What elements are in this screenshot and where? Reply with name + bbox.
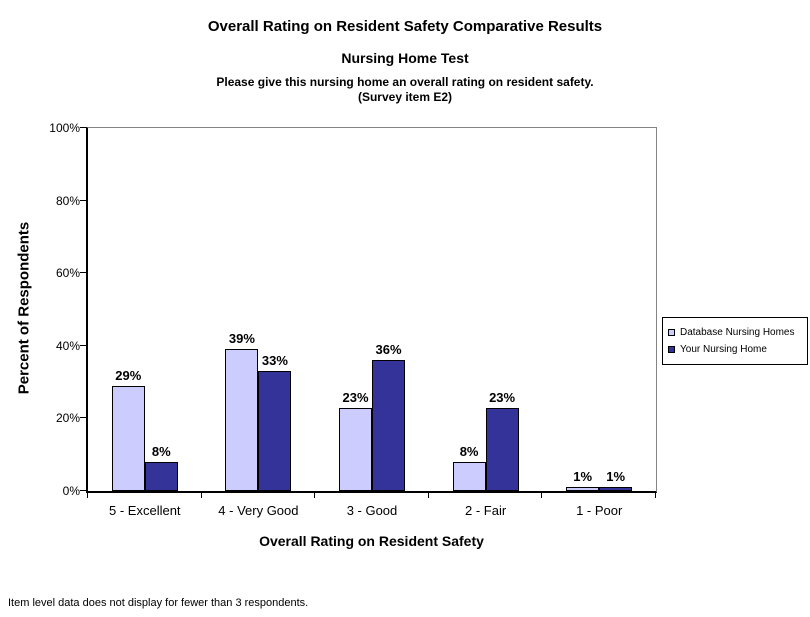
legend-entry: Database Nursing Homes (668, 324, 802, 341)
chart-subtitle: Nursing Home Test (341, 50, 469, 66)
legend-label: Database Nursing Homes (680, 327, 795, 338)
bar-value-label: 36% (375, 342, 402, 358)
survey-question-text: Please give this nursing home an overall… (216, 75, 594, 89)
y-tick-label: 80% (55, 193, 80, 208)
x-tick-mark (541, 493, 543, 498)
bar-value-label: 8% (151, 444, 171, 459)
x-tick-label: 1 - Poor (576, 503, 623, 518)
plot-area: 29% 8% 39% 33% 23% 36% 8% 23% 1% 1% (86, 127, 657, 493)
bar-database (566, 487, 600, 491)
bar-database (225, 349, 259, 491)
bar-your-home (372, 360, 405, 491)
chart-title: Overall Rating on Resident Safety Compar… (207, 18, 603, 35)
y-tick-label: 100% (49, 121, 80, 135)
legend-marker-icon (668, 346, 675, 353)
x-tick-mark (314, 493, 316, 498)
y-tick-mark (80, 344, 87, 346)
y-tick-label: 40% (55, 338, 80, 353)
x-tick-mark (87, 493, 88, 498)
bar-value-label: 39% (228, 331, 255, 347)
bar-database (452, 462, 486, 491)
bar-value-label: 23% (489, 389, 516, 405)
x-tick-label: 5 - Excellent (109, 503, 181, 518)
bar-database (339, 407, 372, 491)
survey-item-label: (Survey item E2) (357, 90, 453, 104)
x-tick-label: 3 - Good (346, 503, 398, 518)
bar-your-home (599, 487, 633, 491)
x-axis-title: Overall Rating on Resident Safety (259, 533, 484, 549)
bar-database (111, 385, 145, 491)
x-tick-mark (200, 493, 202, 498)
legend: Database Nursing Homes Your Nursing Home (662, 317, 808, 365)
legend-marker-icon (668, 329, 675, 336)
y-tick-mark (80, 272, 87, 274)
x-tick-mark (427, 493, 429, 498)
y-tick-label: 0% (62, 484, 80, 498)
y-tick-mark (80, 417, 87, 419)
y-tick-mark (80, 199, 87, 201)
y-tick-label: 20% (55, 411, 80, 426)
footnote: Item level data does not display for few… (8, 597, 309, 609)
x-tick-mark (655, 493, 656, 498)
y-tick-label: 60% (55, 266, 80, 281)
bar-value-label: 23% (342, 389, 369, 405)
y-tick-mark (80, 490, 87, 491)
bar-value-label: 1% (606, 469, 626, 485)
bar-your-home (258, 371, 292, 491)
bar-your-home (485, 407, 519, 491)
bar-value-label: 8% (459, 444, 479, 459)
x-tick-label: 2 - Fair (465, 503, 507, 518)
legend-entry: Your Nursing Home (668, 341, 802, 358)
legend-label: Your Nursing Home (680, 344, 767, 355)
y-axis-title: Percent of Respondents (15, 221, 33, 395)
y-tick-mark (80, 127, 87, 128)
bar-value-label: 33% (261, 353, 288, 369)
bar-value-label: 29% (115, 367, 142, 383)
x-tick-label: 4 - Very Good (218, 503, 299, 518)
bar-value-label: 1% (573, 469, 593, 485)
bar-your-home (144, 462, 178, 491)
